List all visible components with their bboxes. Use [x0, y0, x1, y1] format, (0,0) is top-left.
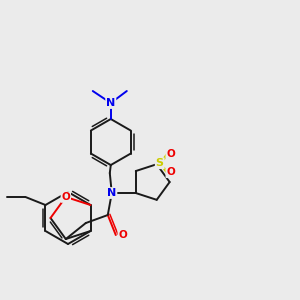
Text: O: O: [166, 149, 175, 159]
Text: O: O: [166, 167, 175, 177]
Text: S: S: [156, 158, 164, 168]
Text: N: N: [107, 188, 116, 198]
Text: O: O: [61, 192, 70, 202]
Text: O: O: [118, 230, 127, 240]
Text: N: N: [106, 98, 116, 108]
